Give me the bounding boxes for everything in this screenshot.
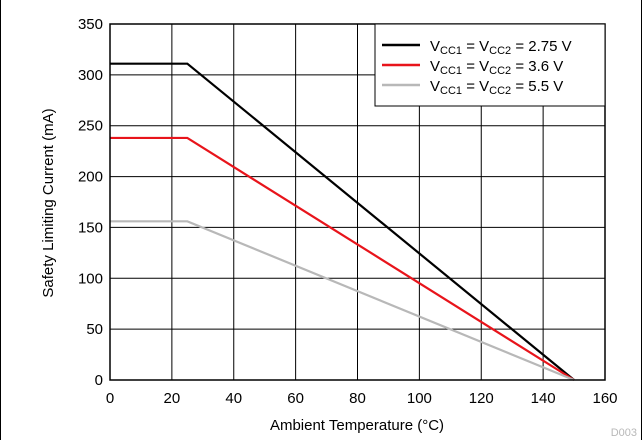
legend-text-part: = 3.6 V [511, 58, 563, 75]
x-tick-label: 140 [531, 390, 556, 407]
x-tick-label: 0 [106, 390, 114, 407]
legend-text-part: = V [462, 78, 489, 95]
legend-subscript: CC1 [440, 65, 462, 77]
y-tick-label: 0 [95, 372, 103, 389]
y-tick-label: 250 [78, 118, 103, 135]
legend-subscript: CC2 [489, 45, 511, 57]
y-tick-label: 50 [86, 321, 103, 338]
legend-text-part: = 5.5 V [511, 78, 563, 95]
legend-text-part: V [430, 58, 440, 75]
series-lines [110, 64, 574, 380]
x-tick-label: 100 [407, 390, 432, 407]
x-tick-label: 20 [164, 390, 181, 407]
x-tick-label: 40 [225, 390, 242, 407]
y-tick-label: 200 [78, 169, 103, 186]
y-axis-label: Safety Limiting Current (mA) [40, 108, 57, 297]
legend-subscript: CC2 [489, 65, 511, 77]
series-line-2 [110, 138, 574, 380]
x-tick-label: 80 [349, 390, 366, 407]
x-tick-label: 160 [592, 390, 617, 407]
y-tick-labels: 0 50 100 150 200 250 300 350 [78, 16, 103, 389]
legend-text-part: = V [462, 58, 489, 75]
y-tick-label: 350 [78, 16, 103, 33]
y-tick-label: 300 [78, 67, 103, 84]
legend-text-part: V [430, 38, 440, 55]
figure-code: D003 [611, 427, 637, 439]
legend-subscript: CC1 [440, 45, 462, 57]
y-tick-label: 100 [78, 270, 103, 287]
x-axis-label: Ambient Temperature (°C) [270, 417, 444, 434]
x-tick-label: 120 [469, 390, 494, 407]
y-tick-label: 150 [78, 219, 103, 236]
x-tick-labels: 0 20 40 60 80 100 120 140 160 [106, 390, 618, 407]
x-tick-label: 60 [287, 390, 304, 407]
legend-subscript: CC2 [489, 85, 511, 97]
legend-text-part: = 2.75 V [511, 38, 571, 55]
series-line-3 [110, 221, 574, 380]
legend-text-part: = V [462, 38, 489, 55]
legend-subscript: CC1 [440, 85, 462, 97]
legend-text-part: V [430, 78, 440, 95]
